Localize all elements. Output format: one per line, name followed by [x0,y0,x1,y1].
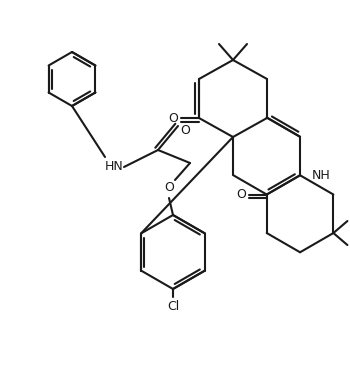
Text: O: O [236,188,246,201]
Text: HN: HN [105,159,123,172]
Text: O: O [180,124,190,137]
Text: NH: NH [312,169,331,182]
Text: Cl: Cl [167,299,179,313]
Text: O: O [164,181,174,194]
Text: O: O [168,111,178,124]
